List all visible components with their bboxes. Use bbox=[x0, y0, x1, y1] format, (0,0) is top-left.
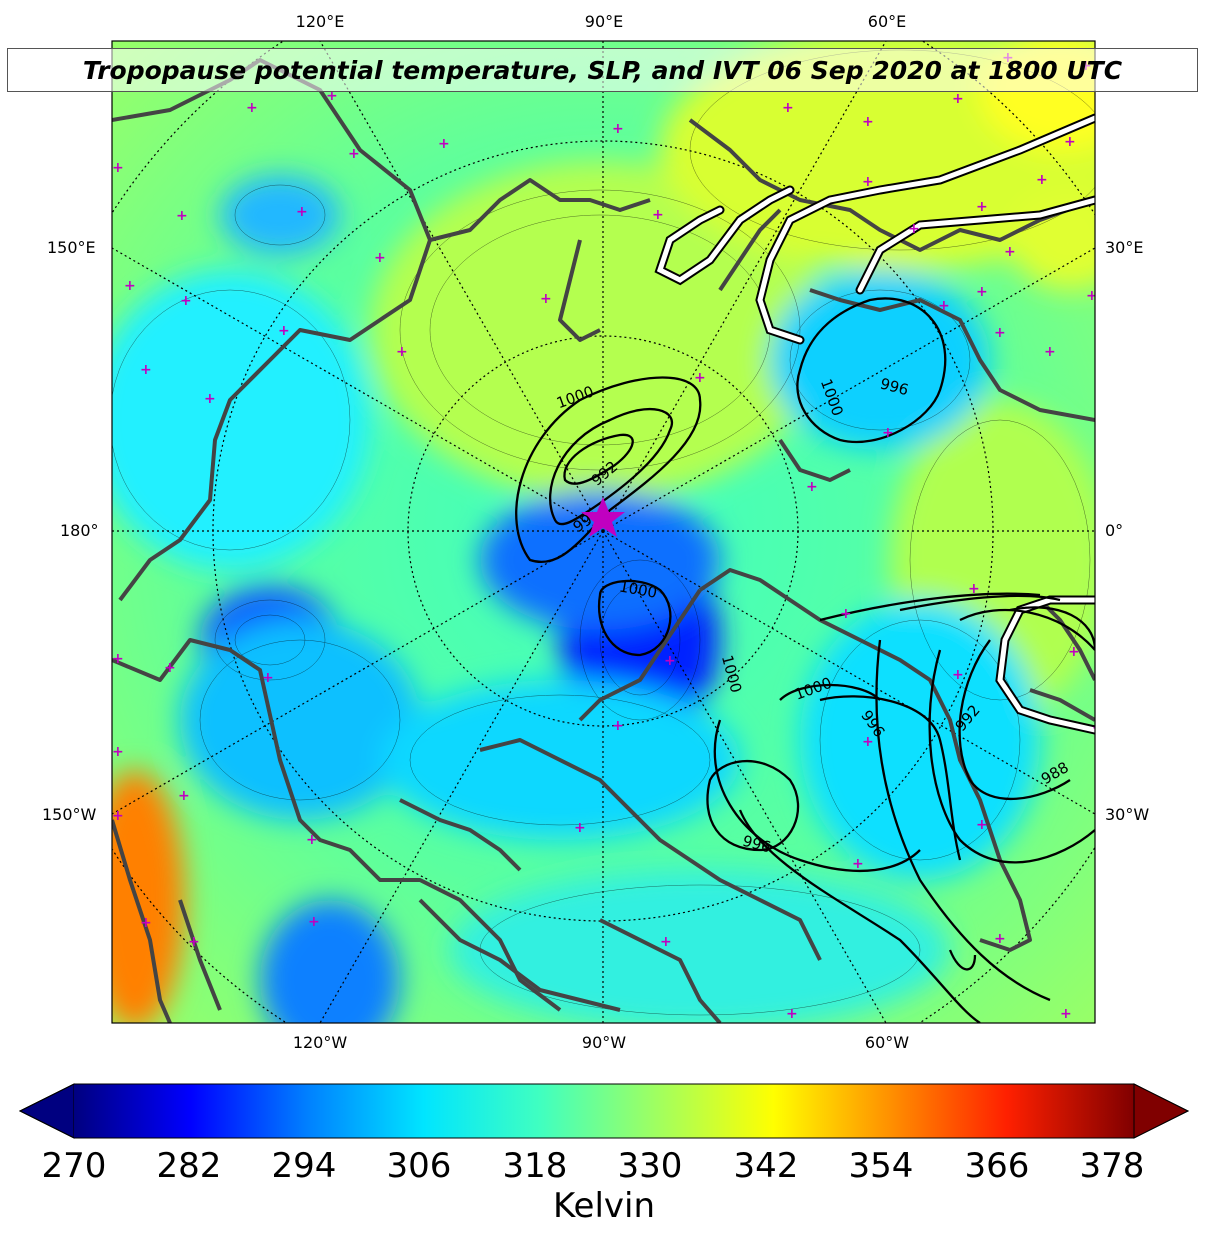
map-title: Tropopause potential temperature, SLP, a… bbox=[7, 48, 1198, 92]
svg-text:+: + bbox=[180, 293, 192, 309]
svg-text:+: + bbox=[952, 91, 964, 107]
bottom-lon-label: 60°W bbox=[864, 1033, 910, 1052]
svg-text:+: + bbox=[976, 284, 988, 300]
colorbar-tick: 342 bbox=[733, 1146, 799, 1186]
svg-text:+: + bbox=[112, 160, 124, 176]
colorbar-tick: 378 bbox=[1079, 1146, 1145, 1186]
svg-text:+: + bbox=[278, 323, 290, 339]
top-lon-label: 90°E bbox=[584, 12, 624, 31]
svg-text:+: + bbox=[952, 667, 964, 683]
colorbar-tick: 306 bbox=[386, 1146, 452, 1186]
svg-text:+: + bbox=[976, 199, 988, 215]
colorbar-tick: 294 bbox=[271, 1146, 337, 1186]
top-lon-label: 120°E bbox=[295, 12, 345, 31]
top-lon-label: 60°E bbox=[867, 12, 907, 31]
right-lon-label: 30°E bbox=[1105, 238, 1144, 257]
svg-text:+: + bbox=[540, 291, 552, 307]
bottom-lon-label: 90°W bbox=[581, 1033, 627, 1052]
map-frame bbox=[111, 40, 1096, 1024]
svg-text:+: + bbox=[1086, 288, 1098, 304]
svg-text:+: + bbox=[652, 207, 664, 223]
svg-text:+: + bbox=[660, 934, 672, 950]
svg-text:+: + bbox=[178, 788, 190, 804]
svg-text:+: + bbox=[112, 651, 124, 667]
station-markers: +++ +++ +++ +++ +++ +++ +++ ++ + + ++ + ++ … bbox=[112, 50, 1104, 1022]
svg-text:+: + bbox=[612, 121, 624, 137]
svg-text:+: + bbox=[112, 744, 124, 760]
colorbar-tick: 354 bbox=[848, 1146, 914, 1186]
svg-text:+: + bbox=[112, 808, 124, 824]
slp-contours bbox=[515, 297, 1095, 1023]
svg-text:+: + bbox=[840, 606, 852, 622]
theta-anomalies bbox=[112, 41, 1095, 1023]
svg-text:+: + bbox=[124, 278, 136, 294]
svg-text:+: + bbox=[1060, 1006, 1072, 1022]
left-lon-label: 150°E bbox=[47, 238, 96, 257]
star-marker bbox=[581, 497, 625, 537]
svg-text:+: + bbox=[862, 734, 874, 750]
svg-text:+: + bbox=[374, 250, 386, 266]
svg-text:+: + bbox=[176, 208, 188, 224]
right-lon-label: 30°W bbox=[1105, 805, 1150, 824]
left-lon-label: 150°W bbox=[42, 805, 97, 824]
svg-text:+: + bbox=[968, 581, 980, 597]
svg-text:+: + bbox=[1064, 134, 1076, 150]
svg-text:+: + bbox=[994, 325, 1006, 341]
svg-text:+: + bbox=[862, 114, 874, 130]
svg-text:+: + bbox=[1004, 244, 1016, 260]
svg-text:+: + bbox=[246, 100, 258, 116]
svg-text:+: + bbox=[1068, 644, 1080, 660]
svg-text:+: + bbox=[694, 370, 706, 386]
svg-text:+: + bbox=[204, 391, 216, 407]
svg-text:+: + bbox=[1044, 344, 1056, 360]
colorbar-tick: 282 bbox=[156, 1146, 222, 1186]
svg-text:+: + bbox=[188, 934, 200, 950]
svg-text:+: + bbox=[348, 146, 360, 162]
svg-text:+: + bbox=[976, 817, 988, 833]
left-lon-label: 180° bbox=[60, 521, 99, 540]
svg-text:+: + bbox=[882, 425, 894, 441]
colorbar bbox=[18, 1083, 1190, 1139]
svg-text:+: + bbox=[574, 820, 586, 836]
svg-text:+: + bbox=[806, 479, 818, 495]
svg-text:+: + bbox=[396, 344, 408, 360]
colorbar-gradient bbox=[74, 1084, 1134, 1138]
colorbar-tick: 330 bbox=[617, 1146, 683, 1186]
colorbar-low-extend bbox=[18, 1083, 75, 1139]
map-panel: +++ +++ +++ +++ +++ +++ +++ ++ + + ++ + ++ … bbox=[112, 41, 1104, 1023]
svg-text:+: + bbox=[164, 660, 176, 676]
bottom-lon-label: 120°W bbox=[292, 1033, 348, 1052]
svg-text:+: + bbox=[1092, 720, 1104, 736]
colorbar-tick: 270 bbox=[41, 1146, 107, 1186]
colorbar-label: Kelvin bbox=[552, 1186, 656, 1226]
svg-text:+: + bbox=[140, 915, 152, 931]
svg-text:+: + bbox=[852, 856, 864, 872]
right-lon-label: 0° bbox=[1105, 521, 1124, 540]
svg-text:+: + bbox=[262, 670, 274, 686]
svg-text:+: + bbox=[306, 832, 318, 848]
svg-text:+: + bbox=[786, 1006, 798, 1022]
svg-text:+: + bbox=[308, 914, 320, 930]
svg-text:+: + bbox=[612, 718, 624, 734]
coastlines bbox=[112, 58, 1095, 1023]
svg-text:+: + bbox=[908, 221, 920, 237]
colorbar-tick: 366 bbox=[964, 1146, 1030, 1186]
svg-text:+: + bbox=[1036, 172, 1048, 188]
svg-text:+: + bbox=[140, 362, 152, 378]
svg-text:+: + bbox=[296, 204, 308, 220]
svg-text:+: + bbox=[862, 174, 874, 190]
ivt-contours bbox=[656, 115, 1095, 733]
colorbar-tick: 318 bbox=[502, 1146, 568, 1186]
svg-text:+: + bbox=[326, 88, 338, 104]
colorbar-high-extend bbox=[1133, 1083, 1190, 1139]
svg-text:+: + bbox=[938, 298, 950, 314]
graticule bbox=[112, 41, 1095, 1023]
svg-text:+: + bbox=[664, 653, 676, 669]
svg-text:+: + bbox=[994, 931, 1006, 947]
svg-text:+: + bbox=[438, 136, 450, 152]
svg-text:+: + bbox=[782, 100, 794, 116]
